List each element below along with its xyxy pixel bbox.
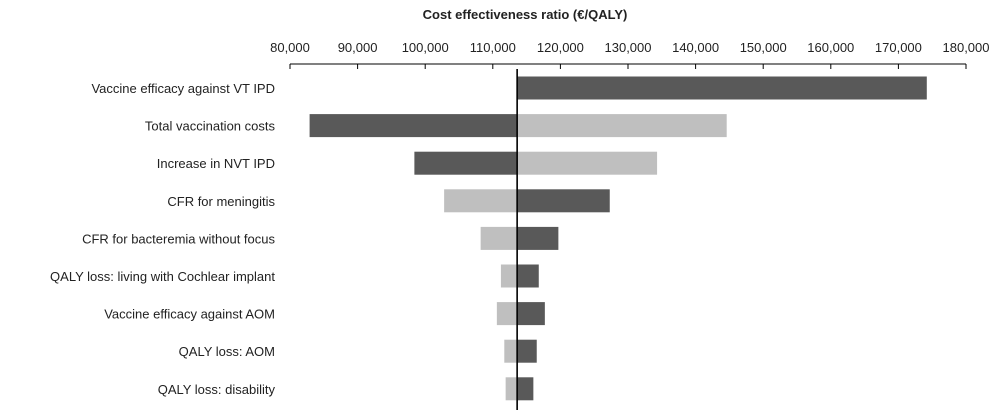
x-tick-label: 90,000 xyxy=(338,40,378,55)
x-tick-label: 180,000 xyxy=(943,40,990,55)
bar-light xyxy=(500,264,518,288)
x-tick-label: 100,000 xyxy=(402,40,449,55)
category-label: QALY loss: living with Cochlear implant xyxy=(50,269,275,284)
bar-dark xyxy=(517,377,534,401)
bar-dark xyxy=(517,76,927,100)
x-tick-label: 110,000 xyxy=(470,40,516,55)
category-label: Total vaccination costs xyxy=(145,119,276,134)
bar-dark xyxy=(517,339,537,363)
x-tick-label: 80,000 xyxy=(270,40,310,55)
bars xyxy=(309,76,927,401)
category-label: CFR for meningitis xyxy=(167,194,275,209)
bar-light xyxy=(517,114,727,138)
category-label: Vaccine efficacy against VT IPD xyxy=(91,81,275,96)
bar-dark xyxy=(517,189,610,213)
category-labels: Vaccine efficacy against VT IPD Total vac… xyxy=(50,81,275,397)
bar-light xyxy=(517,151,658,175)
bar-light xyxy=(496,302,518,326)
x-tick-label: 160,000 xyxy=(807,40,854,55)
x-tick-label: 140,000 xyxy=(672,40,719,55)
bar-dark xyxy=(517,226,559,250)
bar-dark xyxy=(517,264,539,288)
category-label: QALY loss: AOM xyxy=(179,344,275,359)
x-tick-label: 170,000 xyxy=(875,40,922,55)
x-tick-label: 120,000 xyxy=(537,40,584,55)
bar-light xyxy=(480,226,518,250)
bar-light xyxy=(444,189,518,213)
x-tick-label: 150,000 xyxy=(740,40,787,55)
x-axis: 80,000 90,000 100,000 110,000 120,000 130,000… xyxy=(270,40,990,69)
bar-light xyxy=(504,339,518,363)
x-tick-label: 130,000 xyxy=(605,40,652,55)
bar-dark xyxy=(414,151,518,175)
bar-dark xyxy=(517,302,545,326)
category-label: CFR for bacteremia without focus xyxy=(82,231,275,246)
bar-light xyxy=(505,377,518,401)
bar-dark xyxy=(309,114,518,138)
category-label: QALY loss: disability xyxy=(158,382,276,397)
chart-title: Cost effectiveness ratio (€/QALY) xyxy=(423,7,628,22)
category-label: Increase in NVT IPD xyxy=(157,156,275,171)
category-label: Vaccine efficacy against AOM xyxy=(104,307,275,322)
